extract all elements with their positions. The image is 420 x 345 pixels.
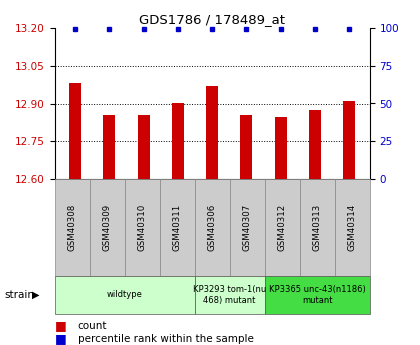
Text: GSM40314: GSM40314 — [348, 204, 357, 251]
Bar — [343, 101, 355, 179]
Text: strain: strain — [4, 290, 34, 300]
Text: GSM40312: GSM40312 — [278, 204, 286, 251]
Text: ▶: ▶ — [32, 290, 39, 300]
Bar — [309, 110, 321, 179]
Bar — [240, 115, 252, 179]
Bar — [69, 83, 81, 179]
Bar — [275, 117, 286, 179]
Text: percentile rank within the sample: percentile rank within the sample — [78, 334, 254, 344]
Text: GSM40313: GSM40313 — [312, 204, 322, 251]
Text: GSM40306: GSM40306 — [207, 204, 217, 251]
Text: KP3293 tom-1(nu
468) mutant: KP3293 tom-1(nu 468) mutant — [193, 285, 266, 305]
Text: wildtype: wildtype — [107, 290, 142, 299]
Bar — [206, 86, 218, 179]
Title: GDS1786 / 178489_at: GDS1786 / 178489_at — [139, 13, 285, 27]
Bar — [103, 115, 116, 179]
Text: GSM40308: GSM40308 — [68, 204, 76, 251]
Text: GSM40310: GSM40310 — [138, 204, 147, 251]
Bar — [138, 115, 150, 179]
Text: GSM40309: GSM40309 — [102, 204, 112, 251]
Text: count: count — [78, 321, 107, 331]
Text: ■: ■ — [55, 319, 66, 333]
Text: GSM40307: GSM40307 — [243, 204, 252, 251]
Text: ■: ■ — [55, 332, 66, 345]
Text: GSM40311: GSM40311 — [173, 204, 181, 251]
Bar — [172, 104, 184, 179]
Text: KP3365 unc-43(n1186)
mutant: KP3365 unc-43(n1186) mutant — [269, 285, 365, 305]
